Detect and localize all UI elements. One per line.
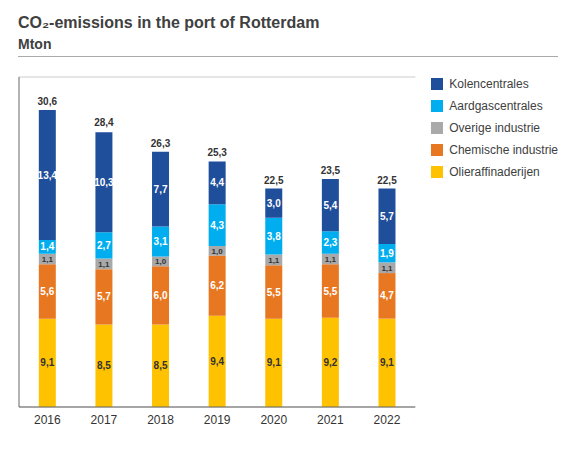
svg-text:5,6: 5,6 (40, 286, 54, 297)
svg-text:2019: 2019 (204, 413, 231, 427)
html-text:Kolencentrales: Kolencentrales (449, 77, 529, 91)
svg-text:10,3: 10,3 (94, 177, 114, 188)
svg-text:1,1: 1,1 (325, 255, 337, 264)
svg-text:3,8: 3,8 (267, 231, 281, 242)
svg-text:1,0: 1,0 (155, 257, 167, 266)
svg-text:6,0: 6,0 (154, 290, 168, 301)
svg-text:30,6: 30,6 (38, 96, 58, 107)
html-text:Olieraffinaderijen: Olieraffinaderijen (449, 165, 540, 179)
svg-text:1,9: 1,9 (380, 248, 394, 259)
html-text:Overige industrie: Overige industrie (449, 121, 540, 135)
svg-text:28,4: 28,4 (94, 117, 114, 128)
svg-text:2,7: 2,7 (97, 240, 111, 251)
svg-text:2020: 2020 (260, 413, 287, 427)
svg-text:1,0: 1,0 (212, 247, 224, 256)
svg-text:6,2: 6,2 (210, 280, 224, 291)
svg-text:1,1: 1,1 (381, 264, 393, 273)
html-text:Aardgascentrales: Aardgascentrales (449, 99, 543, 113)
html-text:CO₂-emissions in the port of R: CO₂-emissions in the port of Rotterdam (18, 14, 320, 31)
svg-text:1,1: 1,1 (98, 260, 110, 269)
svg-text:1,4: 1,4 (40, 241, 54, 252)
svg-text:9,4: 9,4 (210, 356, 224, 367)
html-text:Chemische industrie: Chemische industrie (449, 143, 558, 157)
svg-text:9,1: 9,1 (267, 357, 281, 368)
svg-text:2018: 2018 (147, 413, 174, 427)
svg-text:5,4: 5,4 (323, 200, 337, 211)
svg-text:22,5: 22,5 (377, 175, 397, 186)
svg-text:4,3: 4,3 (210, 220, 224, 231)
svg-text:7,7: 7,7 (154, 184, 168, 195)
svg-text:9,1: 9,1 (380, 357, 394, 368)
svg-text:1,1: 1,1 (42, 255, 54, 264)
svg-text:4,7: 4,7 (380, 290, 394, 301)
svg-text:25,3: 25,3 (207, 147, 227, 158)
svg-text:4,4: 4,4 (210, 177, 224, 188)
svg-text:8,5: 8,5 (97, 360, 111, 371)
svg-text:23,5: 23,5 (321, 165, 341, 176)
html-text:Mton: Mton (18, 36, 52, 52)
svg-text:1,1: 1,1 (268, 256, 280, 265)
svg-text:2021: 2021 (317, 413, 344, 427)
svg-text:5,5: 5,5 (267, 287, 281, 298)
svg-text:26,3: 26,3 (151, 138, 171, 149)
svg-text:3,1: 3,1 (154, 236, 168, 247)
svg-text:13,4: 13,4 (38, 170, 58, 181)
svg-text:2,3: 2,3 (323, 237, 337, 248)
svg-text:22,5: 22,5 (264, 175, 284, 186)
svg-text:5,5: 5,5 (323, 286, 337, 297)
svg-text:2022: 2022 (374, 413, 401, 427)
svg-text:5,7: 5,7 (380, 211, 394, 222)
svg-text:2016: 2016 (34, 413, 61, 427)
svg-text:8,5: 8,5 (154, 360, 168, 371)
svg-text:9,2: 9,2 (323, 357, 337, 368)
svg-text:3,0: 3,0 (267, 198, 281, 209)
svg-text:2017: 2017 (91, 413, 118, 427)
svg-text:9,1: 9,1 (40, 357, 54, 368)
svg-text:5,7: 5,7 (97, 291, 111, 302)
